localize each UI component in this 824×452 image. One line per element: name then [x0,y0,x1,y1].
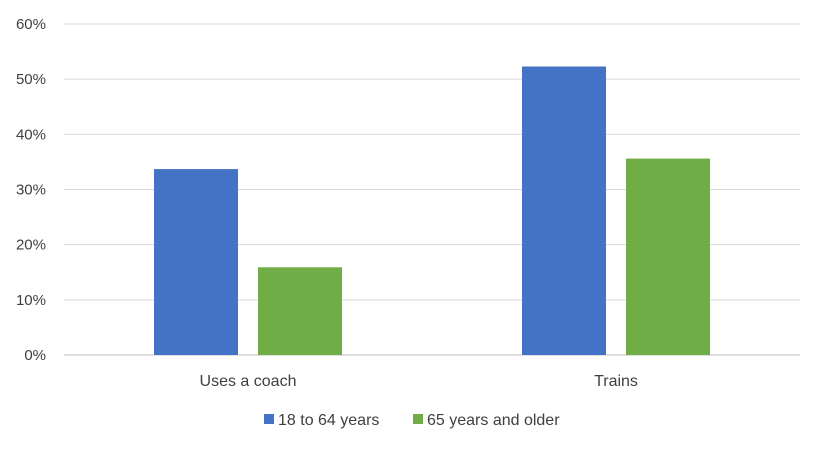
y-tick-label: 60% [16,16,46,33]
x-category-label: Trains [594,373,638,390]
bar-series-2-trains [626,158,710,355]
bar-series-1-uses-a-coach [154,169,238,355]
y-tick-label: 30% [16,182,46,199]
y-tick-label: 0% [24,347,46,364]
y-tick-label: 20% [16,237,46,254]
bar-series-1-trains [522,66,606,355]
y-tick-label: 10% [16,292,46,309]
legend-label: 18 to 64 years [278,412,379,429]
legend-swatch [413,414,423,424]
bars [154,66,710,355]
y-axis-tick-labels: 0% 10% 20% 30% 40% 50% 60% [16,16,46,364]
legend: 18 to 64 years 65 years and older [264,412,560,429]
bar-series-2-uses-a-coach [258,267,342,355]
y-tick-label: 50% [16,71,46,88]
y-tick-label: 40% [16,126,46,143]
legend-swatch [264,414,274,424]
x-axis-category-labels: Uses a coach Trains [200,373,638,390]
x-category-label: Uses a coach [200,373,297,390]
legend-label: 65 years and older [427,412,560,429]
